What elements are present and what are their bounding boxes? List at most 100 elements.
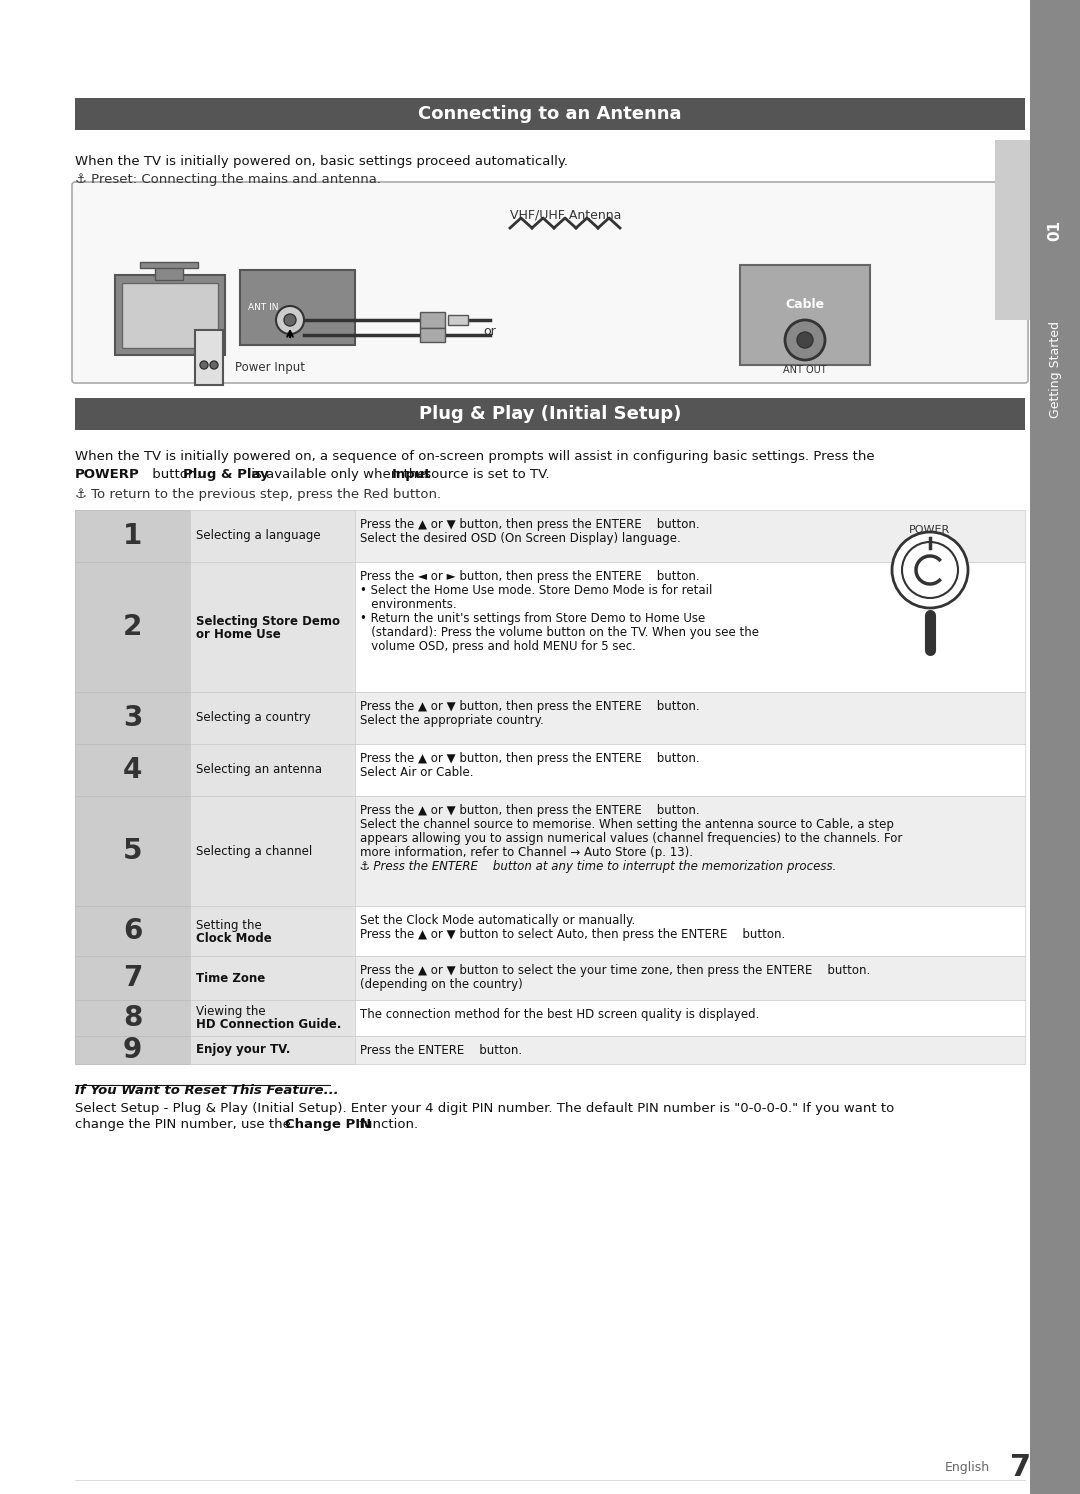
Text: 1: 1: [123, 521, 143, 550]
Bar: [190, 956, 355, 999]
Text: POWERP: POWERP: [75, 468, 139, 481]
Text: Select Air or Cable.: Select Air or Cable.: [360, 766, 473, 778]
Text: or: or: [484, 326, 497, 338]
Bar: [995, 140, 1030, 320]
Text: Select Setup - Plug & Play (Initial Setup). Enter your 4 digit PIN number. The d: Select Setup - Plug & Play (Initial Setu…: [75, 1103, 894, 1115]
Text: Press the ▲ or ▼ button, then press the ENTERE    button.: Press the ▲ or ▼ button, then press the …: [360, 518, 700, 530]
Bar: [75, 999, 190, 1035]
Text: ANT OUT: ANT OUT: [783, 365, 827, 375]
Circle shape: [797, 332, 813, 348]
Text: Press the ▲ or ▼ button, then press the ENTERE    button.: Press the ▲ or ▼ button, then press the …: [360, 751, 700, 765]
Bar: [75, 692, 1025, 744]
Text: Selecting a language: Selecting a language: [195, 529, 321, 542]
Bar: [448, 315, 468, 326]
Text: Change PIN: Change PIN: [285, 1118, 372, 1131]
Text: Time Zone: Time Zone: [195, 971, 266, 985]
Text: environments.: environments.: [360, 598, 457, 611]
Bar: [75, 1035, 1025, 1064]
Bar: [75, 99, 1025, 130]
Text: Select the appropriate country.: Select the appropriate country.: [360, 714, 543, 728]
Text: Press the ▲ or ▼ button to select Auto, then press the ENTERE    button.: Press the ▲ or ▼ button to select Auto, …: [360, 928, 785, 941]
Text: change the PIN number, use the: change the PIN number, use the: [75, 1118, 295, 1131]
Circle shape: [210, 362, 218, 369]
Bar: [75, 509, 1025, 562]
Text: Select the channel source to memorise. When setting the antenna source to Cable,: Select the channel source to memorise. W…: [360, 819, 894, 831]
Bar: [75, 905, 1025, 956]
Text: Press the ◄ or ► button, then press the ENTERE    button.: Press the ◄ or ► button, then press the …: [360, 571, 700, 583]
Bar: [190, 796, 355, 905]
Bar: [75, 1035, 190, 1064]
Text: 7: 7: [123, 964, 143, 992]
Bar: [75, 744, 1025, 796]
Bar: [190, 562, 355, 692]
Text: POWER: POWER: [909, 524, 950, 535]
Text: Selecting an antenna: Selecting an antenna: [195, 763, 322, 777]
Text: ⚓ Preset: Connecting the mains and antenna.: ⚓ Preset: Connecting the mains and anten…: [75, 173, 381, 185]
Text: 8: 8: [123, 1004, 143, 1032]
Bar: [75, 956, 190, 999]
Text: HD Connection Guide.: HD Connection Guide.: [195, 1019, 341, 1031]
Text: Getting Started: Getting Started: [1049, 321, 1062, 418]
Text: 6: 6: [123, 917, 143, 946]
Circle shape: [902, 542, 958, 598]
Text: volume OSD, press and hold MENU for 5 sec.: volume OSD, press and hold MENU for 5 se…: [360, 639, 636, 653]
Bar: [190, 999, 355, 1035]
Text: English: English: [945, 1461, 990, 1475]
Text: button.: button.: [148, 468, 205, 481]
Text: appears allowing you to assign numerical values (channel frequencies) to the cha: appears allowing you to assign numerical…: [360, 832, 903, 846]
Text: Plug & Play (Initial Setup): Plug & Play (Initial Setup): [419, 405, 681, 423]
Text: source is set to TV.: source is set to TV.: [420, 468, 550, 481]
Bar: [114, 275, 225, 356]
Bar: [156, 264, 183, 279]
FancyBboxPatch shape: [72, 182, 1028, 382]
Text: Clock Mode: Clock Mode: [195, 931, 272, 944]
Circle shape: [284, 314, 296, 326]
Text: 2: 2: [123, 613, 143, 641]
Text: When the TV is initially powered on, a sequence of on-screen prompts will assist: When the TV is initially powered on, a s…: [75, 450, 875, 463]
Bar: [190, 744, 355, 796]
Bar: [240, 270, 355, 345]
Bar: [190, 1035, 355, 1064]
Text: 7: 7: [1010, 1454, 1031, 1482]
Bar: [75, 562, 190, 692]
Bar: [75, 692, 190, 744]
Text: Power Input: Power Input: [235, 362, 305, 375]
Text: • Return the unit's settings from Store Demo to Home Use: • Return the unit's settings from Store …: [360, 613, 705, 624]
Text: is available only when the: is available only when the: [247, 468, 430, 481]
Text: Selecting a country: Selecting a country: [195, 711, 311, 725]
Text: Selecting a channel: Selecting a channel: [195, 844, 312, 858]
Text: (depending on the country): (depending on the country): [360, 979, 523, 991]
Text: Viewing the: Viewing the: [195, 1005, 266, 1019]
Bar: [75, 999, 1025, 1035]
Circle shape: [276, 306, 303, 335]
Text: • Select the Home Use mode. Store Demo Mode is for retail: • Select the Home Use mode. Store Demo M…: [360, 584, 713, 598]
Text: Setting the: Setting the: [195, 919, 261, 931]
Text: 3: 3: [123, 704, 143, 732]
Text: ANT IN: ANT IN: [248, 303, 279, 312]
Bar: [75, 796, 190, 905]
Text: Select the desired OSD (On Screen Display) language.: Select the desired OSD (On Screen Displa…: [360, 532, 680, 545]
Text: The connection method for the best HD screen quality is displayed.: The connection method for the best HD sc…: [360, 1008, 759, 1020]
Bar: [190, 509, 355, 562]
Bar: [740, 264, 870, 365]
Text: Press the ENTERE    button.: Press the ENTERE button.: [360, 1044, 522, 1056]
Text: 4: 4: [123, 756, 143, 784]
Text: Connecting to an Antenna: Connecting to an Antenna: [418, 105, 681, 123]
Text: Cable: Cable: [785, 299, 824, 312]
Circle shape: [892, 532, 968, 608]
Text: (standard): Press the volume button on the TV. When you see the: (standard): Press the volume button on t…: [360, 626, 759, 639]
Bar: [75, 905, 190, 956]
Text: If You Want to Reset This Feature...: If You Want to Reset This Feature...: [75, 1085, 339, 1097]
Text: Press the ▲ or ▼ button to select the your time zone, then press the ENTERE    b: Press the ▲ or ▼ button to select the yo…: [360, 964, 870, 977]
Bar: [140, 261, 198, 267]
Text: Plug & Play: Plug & Play: [183, 468, 269, 481]
Bar: [195, 330, 222, 385]
Bar: [75, 744, 190, 796]
Bar: [190, 905, 355, 956]
Bar: [75, 397, 1025, 430]
Text: VHF/UHF Antenna: VHF/UHF Antenna: [510, 208, 621, 221]
Text: Selecting Store Demo: Selecting Store Demo: [195, 614, 340, 627]
Text: or Home Use: or Home Use: [195, 627, 281, 641]
Bar: [75, 562, 1025, 692]
Bar: [420, 329, 445, 342]
